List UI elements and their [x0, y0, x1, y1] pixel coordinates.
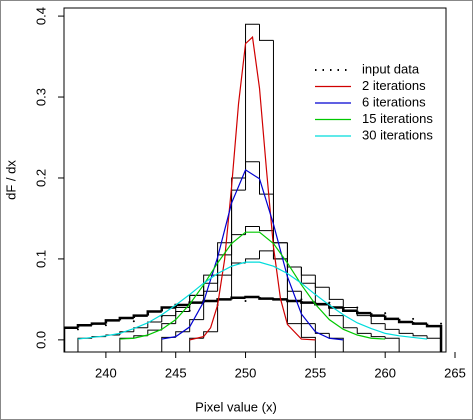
histogram-step	[412, 333, 428, 337]
histogram-step	[342, 299, 358, 308]
histogram-step	[245, 23, 260, 178]
histogram-step	[342, 315, 358, 329]
data-point	[440, 322, 443, 325]
plot-frame	[63, 7, 447, 353]
y-tick-label: 0.0	[33, 331, 48, 349]
data-point	[104, 324, 107, 327]
histogram-step	[314, 323, 330, 334]
histogram-step	[147, 321, 162, 328]
x-tick-label: 265	[444, 365, 466, 380]
histogram-step	[118, 316, 134, 321]
x-axis-label: Pixel value (x)	[195, 399, 277, 414]
histogram-step	[189, 319, 204, 332]
histogram-step	[230, 296, 246, 300]
histogram-step	[411, 322, 428, 325]
x-tick-label: 260	[374, 365, 396, 380]
data-point	[160, 315, 163, 318]
histogram-step	[300, 301, 316, 304]
histogram-step	[244, 295, 260, 299]
legend-label: input data	[362, 61, 420, 76]
histogram-step	[216, 298, 232, 302]
x-tick-label: 255	[305, 365, 327, 380]
y-axis-label: dF / dx	[3, 160, 18, 200]
histogram-step	[76, 324, 92, 328]
histogram-step	[397, 318, 414, 324]
histogram-step	[356, 310, 372, 315]
histogram-step	[161, 323, 176, 331]
y-tick-label: 0.2	[33, 169, 48, 187]
legend-label: 6 iterations	[362, 94, 426, 109]
data-point	[76, 328, 79, 331]
data-point	[272, 297, 275, 300]
x-tick-label: 245	[165, 365, 187, 380]
histogram-step	[64, 326, 78, 352]
data-point	[300, 298, 303, 301]
histogram-step	[175, 331, 190, 338]
y-tick-label: 0.3	[33, 88, 48, 106]
series-line	[119, 231, 386, 340]
histogram-step	[314, 275, 330, 288]
histogram-step	[147, 329, 162, 336]
histogram-step	[328, 287, 344, 300]
histogram-step	[369, 313, 386, 317]
histogram-step	[398, 329, 414, 334]
histogram-step	[383, 315, 400, 321]
histogram-step	[104, 319, 120, 324]
histogram-step	[356, 327, 372, 334]
histogram-step	[259, 24, 274, 41]
histogram-step	[370, 333, 386, 338]
histogram-step	[370, 315, 386, 325]
histogram-step	[217, 274, 232, 284]
data-point	[244, 300, 247, 303]
histogram-step	[245, 161, 260, 191]
series-line	[77, 261, 428, 340]
histogram-step	[425, 323, 443, 352]
histogram-step	[300, 267, 316, 276]
data-point	[384, 312, 387, 315]
histogram-step	[258, 296, 274, 300]
histogram-step	[133, 327, 148, 332]
y-tick-label: 0.1	[33, 250, 48, 268]
histogram-step	[160, 306, 176, 312]
series-line	[161, 168, 344, 341]
legend-label: 15 iterations	[362, 111, 433, 126]
histogram-step	[259, 250, 274, 259]
histogram-step	[286, 258, 302, 268]
histogram-step	[217, 254, 232, 276]
histogram-step	[384, 323, 400, 330]
data-point	[356, 306, 359, 309]
legend-label: 30 iterations	[362, 127, 433, 142]
legend-label: 2 iterations	[362, 78, 426, 93]
histogram-step	[231, 234, 246, 255]
histogram-step	[342, 307, 358, 312]
series-line	[189, 35, 316, 341]
data-point	[188, 309, 191, 312]
x-tick-label: 240	[95, 365, 117, 380]
histogram-step	[132, 314, 148, 319]
plot-area	[64, 23, 443, 352]
histogram-step	[384, 336, 400, 352]
data-point	[328, 301, 331, 304]
histogram-step	[259, 226, 274, 232]
histogram-step	[90, 322, 106, 326]
histogram-step	[300, 323, 316, 352]
data-point	[132, 320, 135, 323]
y-tick-label: 0.4	[33, 7, 48, 25]
histogram-step	[328, 333, 344, 352]
data-point	[412, 317, 415, 320]
histogram-step	[231, 177, 246, 300]
x-tick-label: 250	[235, 365, 257, 380]
histogram-step	[146, 310, 162, 316]
